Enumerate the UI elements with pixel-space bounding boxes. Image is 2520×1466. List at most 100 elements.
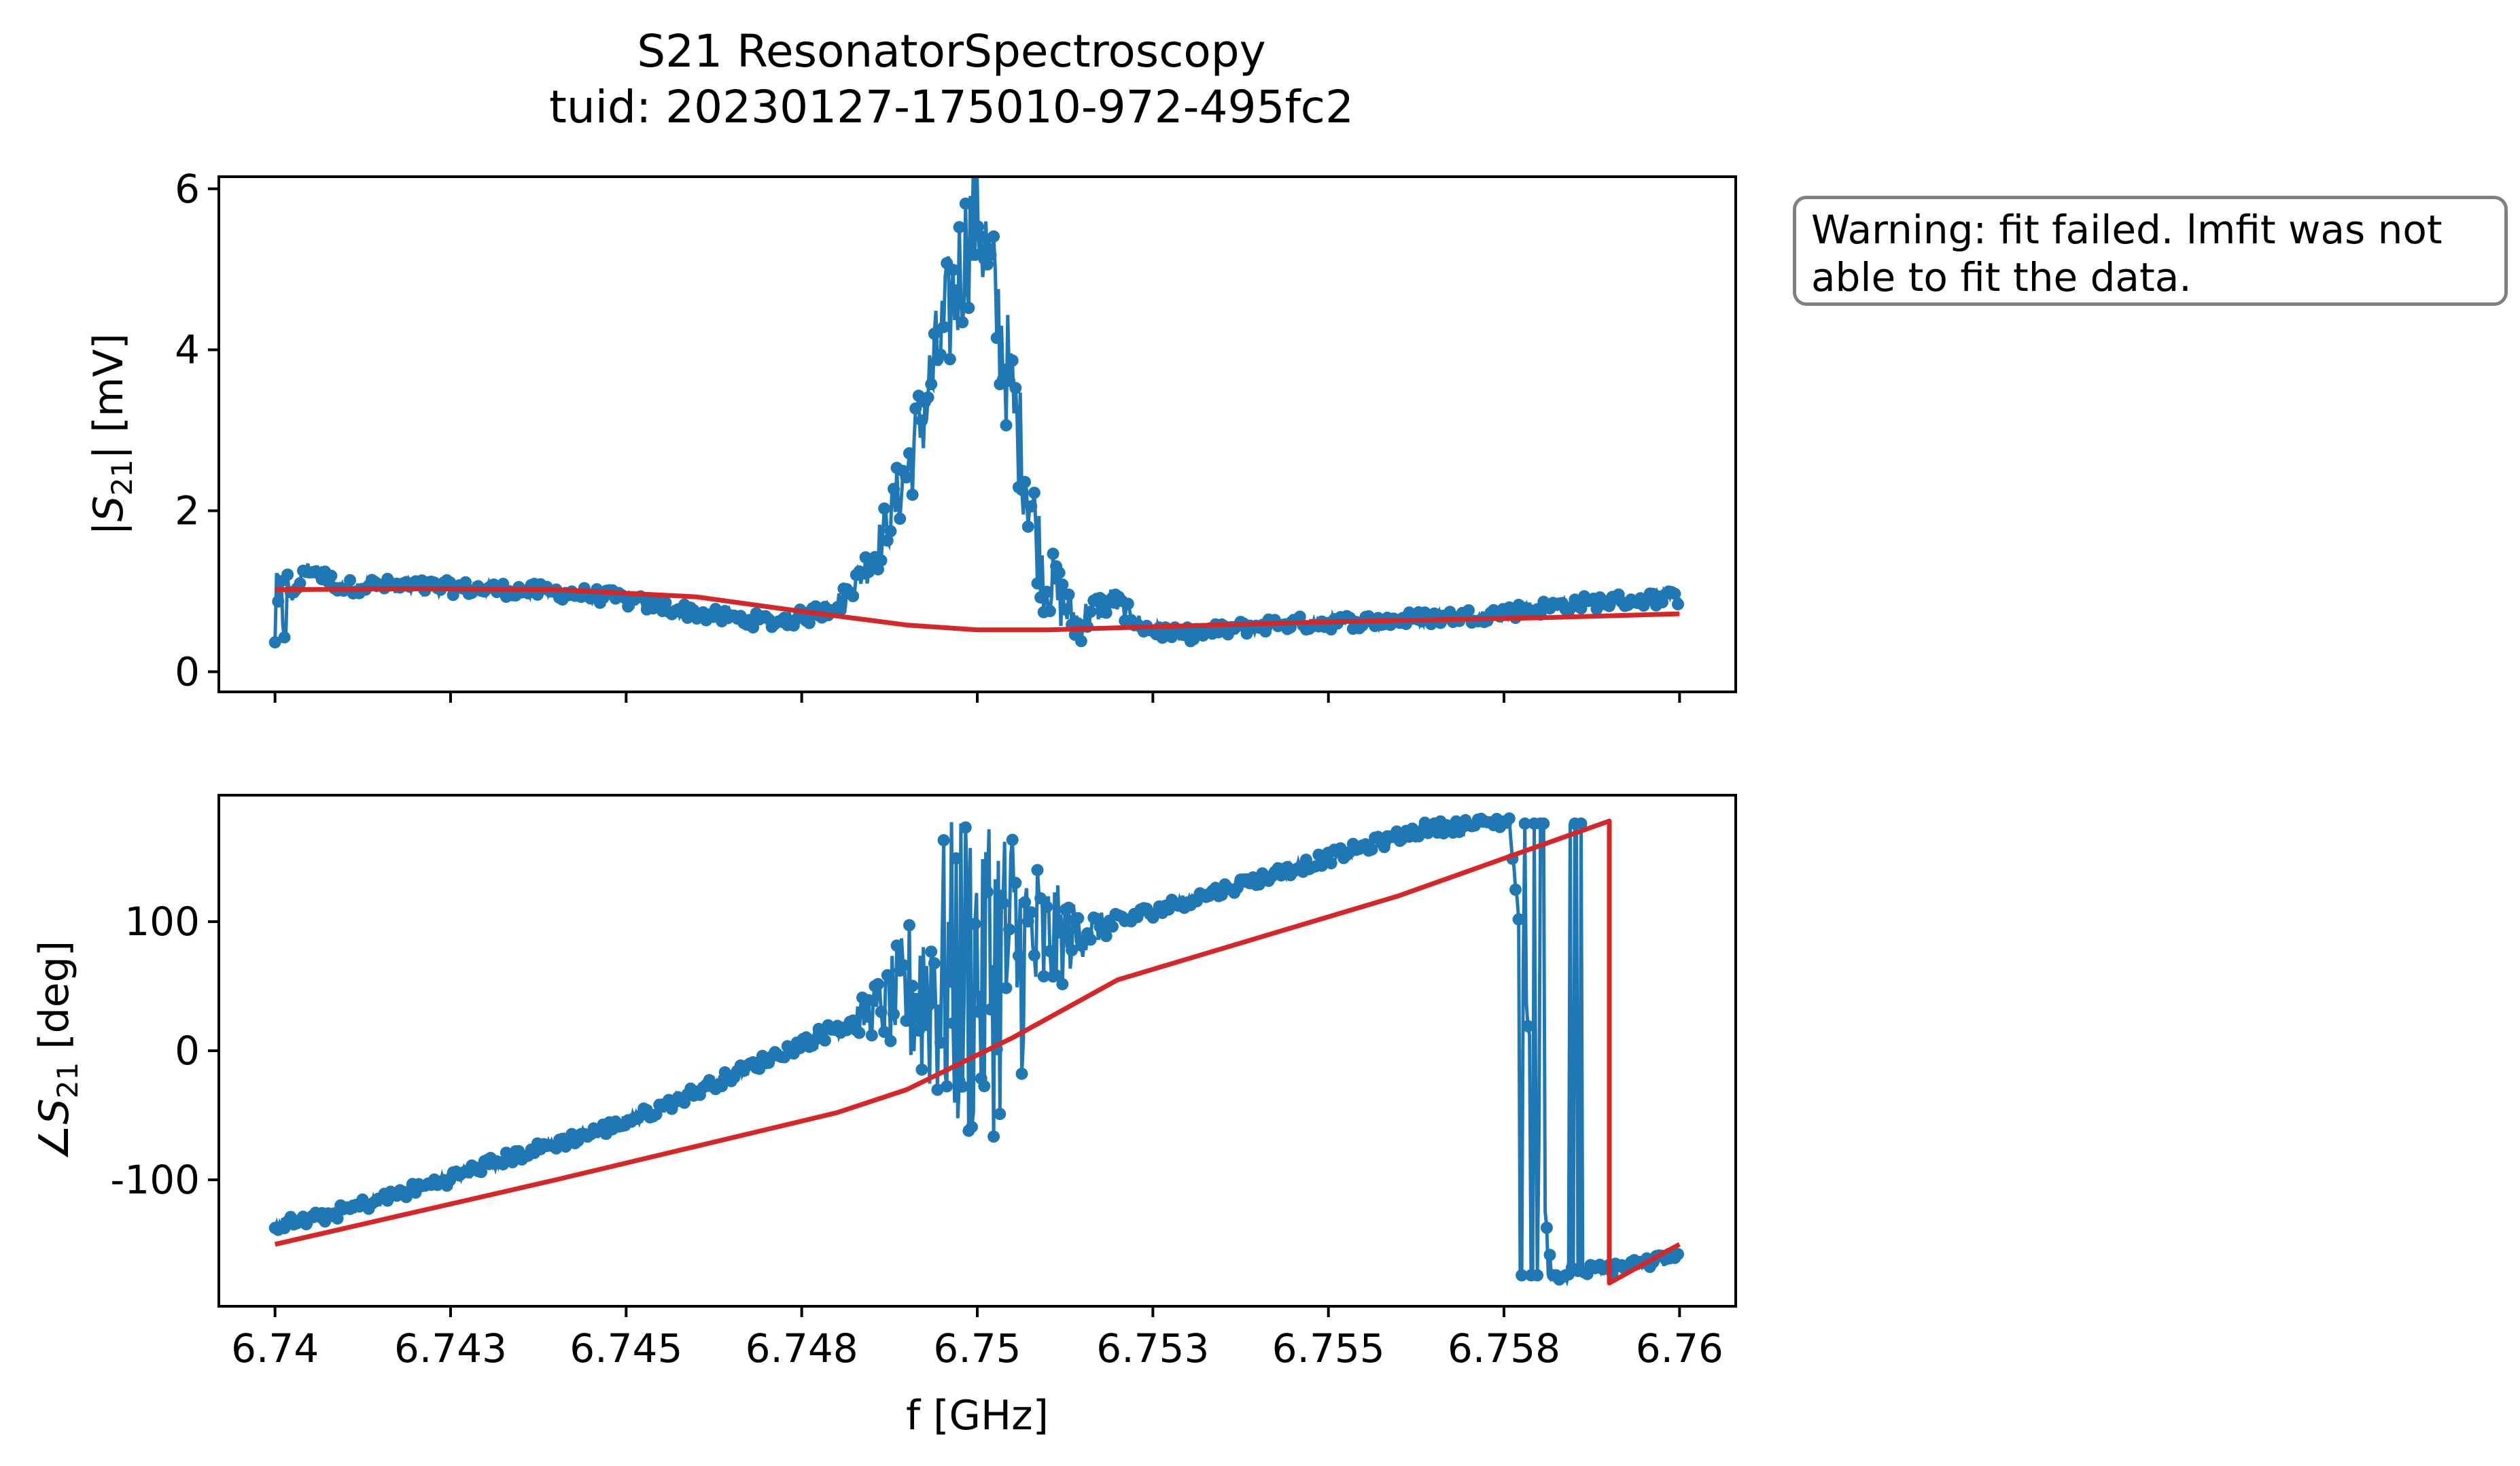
fit-warning-line1: Warning: fit failed. lmfit was not — [1811, 207, 2443, 253]
magnitude-data-point — [972, 220, 985, 233]
phase-data-point — [884, 1034, 897, 1047]
phase-x-ticks: 6.74 6.743 6.745 6.748 6.75 6.753 6.755 6.758 6.… — [231, 1306, 1723, 1372]
phase-data-point — [950, 852, 962, 865]
magnitude-data-point — [956, 316, 969, 329]
magnitude-data-point — [990, 332, 1003, 345]
chart-title-line1: S21 ResonatorSpectroscopy — [637, 25, 1265, 77]
phase-data-point — [972, 1005, 985, 1018]
x-tick-label: 6.758 — [1448, 1325, 1560, 1372]
phase-data-point — [878, 1026, 891, 1039]
magnitude-data-point — [962, 302, 975, 315]
phase-data-point — [994, 1108, 1007, 1120]
phase-y-tick-label: 0 — [175, 1028, 200, 1074]
phase-data-point — [853, 1026, 866, 1039]
magnitude-y-ticks: 0 2 4 6 — [175, 166, 219, 695]
magnitude-data-point — [325, 570, 338, 582]
magnitude-data-point — [1047, 547, 1060, 560]
phase-data-point — [956, 1080, 969, 1093]
magnitude-fit-series — [275, 586, 1680, 633]
phase-data-point — [1672, 1248, 1684, 1261]
magnitude-data-point — [294, 577, 307, 590]
magnitude-data-point — [1062, 588, 1075, 601]
magnitude-data-point — [925, 378, 938, 391]
magnitude-data-line — [273, 177, 1681, 644]
phase-axes-frame — [217, 794, 1737, 1308]
phase-data-point — [872, 978, 884, 990]
magnitude-data-point — [894, 512, 907, 525]
magnitude-data-point — [278, 631, 291, 644]
phase-data-point — [1000, 981, 1013, 994]
magnitude-data-point — [272, 595, 285, 608]
phase-data-point — [475, 1166, 488, 1179]
phase-data-point — [968, 918, 981, 930]
phase-data-point — [1503, 812, 1516, 825]
magnitude-data-point — [1025, 500, 1038, 513]
magnitude-data-point — [1021, 520, 1034, 533]
phase-data-point — [987, 1130, 1000, 1143]
magnitude-data-point — [1019, 476, 1032, 489]
phase-data-point — [1531, 1269, 1544, 1282]
magnitude-data-point — [1009, 381, 1022, 394]
phase-data-point — [1512, 913, 1525, 926]
phase-data-series — [268, 812, 1684, 1287]
phase-data-point — [900, 1014, 913, 1027]
phase-data-point — [888, 1008, 900, 1021]
phase-data-point — [937, 834, 950, 847]
magnitude-data-point — [1006, 354, 1019, 367]
x-tick-label: 6.743 — [394, 1325, 507, 1372]
magnitude-data-point — [809, 600, 822, 613]
magnitude-data-point — [881, 534, 894, 547]
magnitude-data-point — [1053, 566, 1066, 579]
magnitude-data-point — [888, 483, 900, 495]
x-tick-label: 6.74 — [231, 1325, 319, 1372]
magnitude-data-point — [1084, 606, 1097, 618]
phase-data-point — [1006, 833, 1019, 846]
magnitude-data-point — [1031, 577, 1044, 590]
magnitude-data-point — [268, 636, 281, 649]
phase-data-point — [1365, 843, 1378, 856]
phase-data-point — [943, 975, 956, 988]
magnitude-data-point — [959, 197, 972, 210]
magnitude-panel: 0 2 4 6 |S21| [mV] — [85, 166, 1737, 703]
magnitude-y-tick-label: 0 — [175, 648, 200, 695]
phase-data-point — [1066, 944, 1079, 957]
phase-data-point — [1378, 841, 1390, 854]
phase-data-point — [1543, 1249, 1556, 1261]
phase-data-point — [1315, 859, 1328, 872]
phase-data-point — [890, 939, 903, 952]
phase-data-point — [1062, 901, 1075, 914]
magnitude-data-point — [1043, 605, 1056, 618]
phase-data-point — [984, 1003, 997, 1016]
magnitude-data-point — [1059, 603, 1072, 616]
phase-data-point — [865, 1029, 878, 1042]
phase-data-point — [1015, 1067, 1028, 1080]
magnitude-data-point — [1074, 635, 1087, 648]
magnitude-fit-line — [275, 586, 1680, 633]
phase-y-ticks: -100 0 100 — [110, 898, 219, 1203]
phase-data-point — [1031, 864, 1044, 877]
phase-data-point — [947, 1017, 960, 1030]
phase-data-point — [1028, 949, 1040, 962]
phase-data-point — [1037, 970, 1050, 983]
phase-data-point — [1040, 901, 1053, 913]
phase-data-point — [818, 1034, 831, 1047]
x-tick-label: 6.755 — [1272, 1325, 1385, 1372]
magnitude-data-point — [884, 525, 897, 538]
magnitude-data-point — [906, 488, 919, 501]
phase-data-point — [981, 886, 994, 898]
magnitude-data-point — [975, 230, 987, 243]
magnitude-data-point — [1463, 604, 1475, 616]
phase-data-point — [1056, 978, 1069, 991]
phase-data-point — [925, 945, 938, 958]
magnitude-data-point — [878, 502, 891, 515]
phase-data-point — [1025, 906, 1038, 919]
phase-data-point — [996, 896, 1009, 909]
magnitude-y-axis-label: |S21| [mV] — [85, 333, 139, 535]
phase-data-point — [1509, 884, 1522, 896]
phase-data-point — [875, 1005, 888, 1018]
magnitude-data-point — [984, 249, 997, 262]
magnitude-data-point — [1040, 585, 1053, 598]
magnitude-data-point — [943, 353, 956, 366]
magnitude-data-point — [947, 264, 960, 277]
